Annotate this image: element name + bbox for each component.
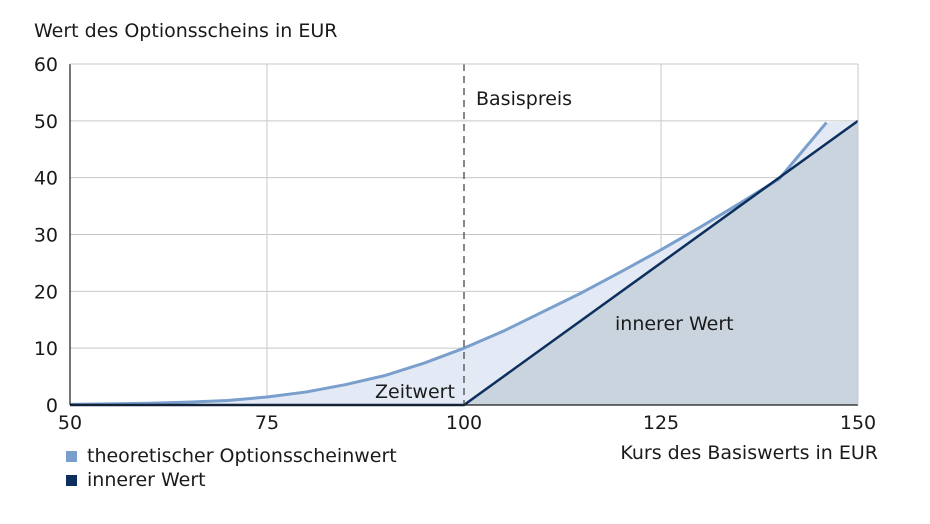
x-axis-title: Kurs des Basiswerts in EUR xyxy=(620,442,878,464)
legend-item-intrinsic: innerer Wert xyxy=(66,468,397,492)
y-tick-label-30: 30 xyxy=(34,225,58,247)
x-tick-label-100: 100 xyxy=(446,412,482,434)
y-tick-label-60: 60 xyxy=(34,54,58,76)
axes xyxy=(69,63,859,406)
legend-swatch-theoretical xyxy=(66,450,77,462)
y-tick-label-20: 20 xyxy=(34,281,58,303)
y-tick-label-10: 10 xyxy=(34,338,58,360)
strike-label: Basispreis xyxy=(476,88,572,110)
legend-label-theoretical: theoretischer Optionsscheinwert xyxy=(87,445,397,467)
x-tick-label-125: 125 xyxy=(643,412,679,434)
time-value-label: Zeitwert xyxy=(375,381,455,403)
legend-swatch-intrinsic xyxy=(66,474,77,486)
theoretical-value-line xyxy=(69,121,828,406)
legend-label-intrinsic: innerer Wert xyxy=(87,469,206,491)
y-axis-title: Wert des Optionsscheins in EUR xyxy=(34,20,338,42)
y-tick-label-0: 0 xyxy=(46,395,58,417)
y-tick-label-40: 40 xyxy=(34,168,58,190)
x-tick-label-75: 75 xyxy=(255,412,279,434)
y-tick-label-50: 50 xyxy=(34,111,58,133)
x-tick-label-150: 150 xyxy=(840,412,876,434)
x-tick-label-50: 50 xyxy=(58,412,82,434)
intrinsic-value-label: innerer Wert xyxy=(615,313,734,335)
legend: theoretischer Optionsscheinwert innerer … xyxy=(66,444,397,492)
legend-item-theoretical: theoretischer Optionsscheinwert xyxy=(66,444,397,468)
ticks: 0 10 20 30 40 50 60 50 75 100 125 150 xyxy=(34,54,876,434)
